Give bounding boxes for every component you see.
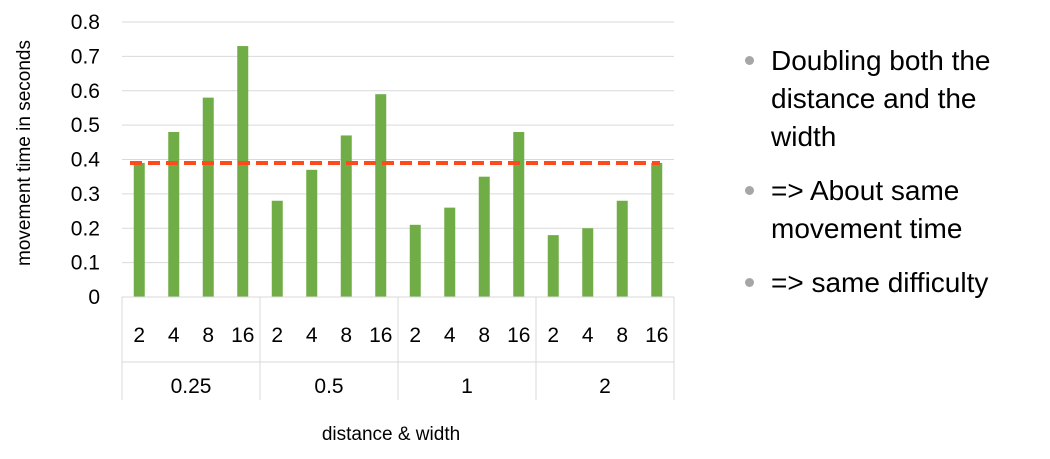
x-tick-label: 16 — [507, 324, 530, 347]
bullet-text: => About same movement time — [771, 175, 963, 244]
x-tick-label: 16 — [369, 324, 392, 347]
bar — [444, 207, 456, 297]
bar-chart: 00.10.20.30.40.50.60.70.8 2 4 8 160.252 4 8 16… — [14, 11, 675, 445]
x-tick-label: 16 — [645, 324, 668, 347]
bullet-list: Doubling both the distance and the width… — [745, 42, 1045, 318]
y-tick-label: 0 — [88, 286, 100, 309]
x-tick-label: 2 — [547, 324, 559, 347]
bar — [306, 169, 318, 297]
group-label: 1 — [461, 375, 473, 398]
bar — [478, 176, 490, 297]
bar — [202, 97, 214, 297]
y-tick-label: 0.1 — [71, 252, 100, 275]
bar — [409, 224, 421, 297]
x-tick-label: 2 — [133, 324, 145, 347]
bar — [237, 46, 249, 297]
bullet-item: => same difficulty — [745, 264, 1045, 302]
x-tick-label: 4 — [306, 324, 318, 347]
bar — [651, 162, 663, 297]
bullet-text: => same difficulty — [771, 267, 989, 298]
bullet-dot-icon — [745, 56, 754, 65]
bar — [547, 235, 559, 297]
y-tick-label: 0.4 — [71, 149, 101, 172]
x-tick-label: 4 — [582, 324, 594, 347]
y-tick-label: 0.5 — [71, 114, 100, 137]
bar — [133, 162, 145, 297]
y-tick-label: 0.8 — [71, 11, 100, 34]
group-label: 0.5 — [314, 375, 343, 398]
y-axis-title: movement time in seconds — [14, 40, 35, 266]
x-tick-label: 2 — [271, 324, 283, 347]
y-tick-label: 0.6 — [71, 80, 100, 103]
group-label: 2 — [599, 375, 611, 398]
x-tick-label: 16 — [231, 324, 254, 347]
y-tick-label: 0.7 — [71, 45, 100, 68]
x-tick-label: 8 — [616, 324, 628, 347]
bullet-dot-icon — [745, 186, 754, 195]
bars — [133, 46, 663, 297]
bar — [340, 135, 352, 297]
bar — [513, 132, 525, 297]
group-label: 0.25 — [171, 375, 212, 398]
x-tick-label: 4 — [444, 324, 456, 347]
x-axis-title: distance & width — [322, 424, 460, 445]
bullet-item: Doubling both the distance and the width — [745, 42, 1045, 156]
x-tick-label: 2 — [409, 324, 421, 347]
bullet-dot-icon — [745, 278, 754, 287]
x-tick-label: 4 — [168, 324, 180, 347]
x-tick-label: 8 — [478, 324, 490, 347]
bullet-text: Doubling both the distance and the width — [771, 45, 991, 152]
bar — [168, 132, 180, 297]
x-tick-label: 8 — [340, 324, 352, 347]
bar — [616, 200, 628, 297]
x-tick-label: 8 — [202, 324, 214, 347]
y-tick-label: 0.3 — [71, 183, 100, 206]
gridlines — [122, 21, 674, 298]
bullet-item: => About same movement time — [745, 172, 1045, 248]
bar — [271, 200, 283, 297]
bar — [582, 228, 594, 297]
y-tick-label: 0.2 — [71, 217, 100, 240]
y-axis-ticks: 0 0.1 0.2 0.3 0.4 0.5 0.6 0.7 0.8 — [71, 11, 101, 309]
bar — [375, 94, 387, 297]
